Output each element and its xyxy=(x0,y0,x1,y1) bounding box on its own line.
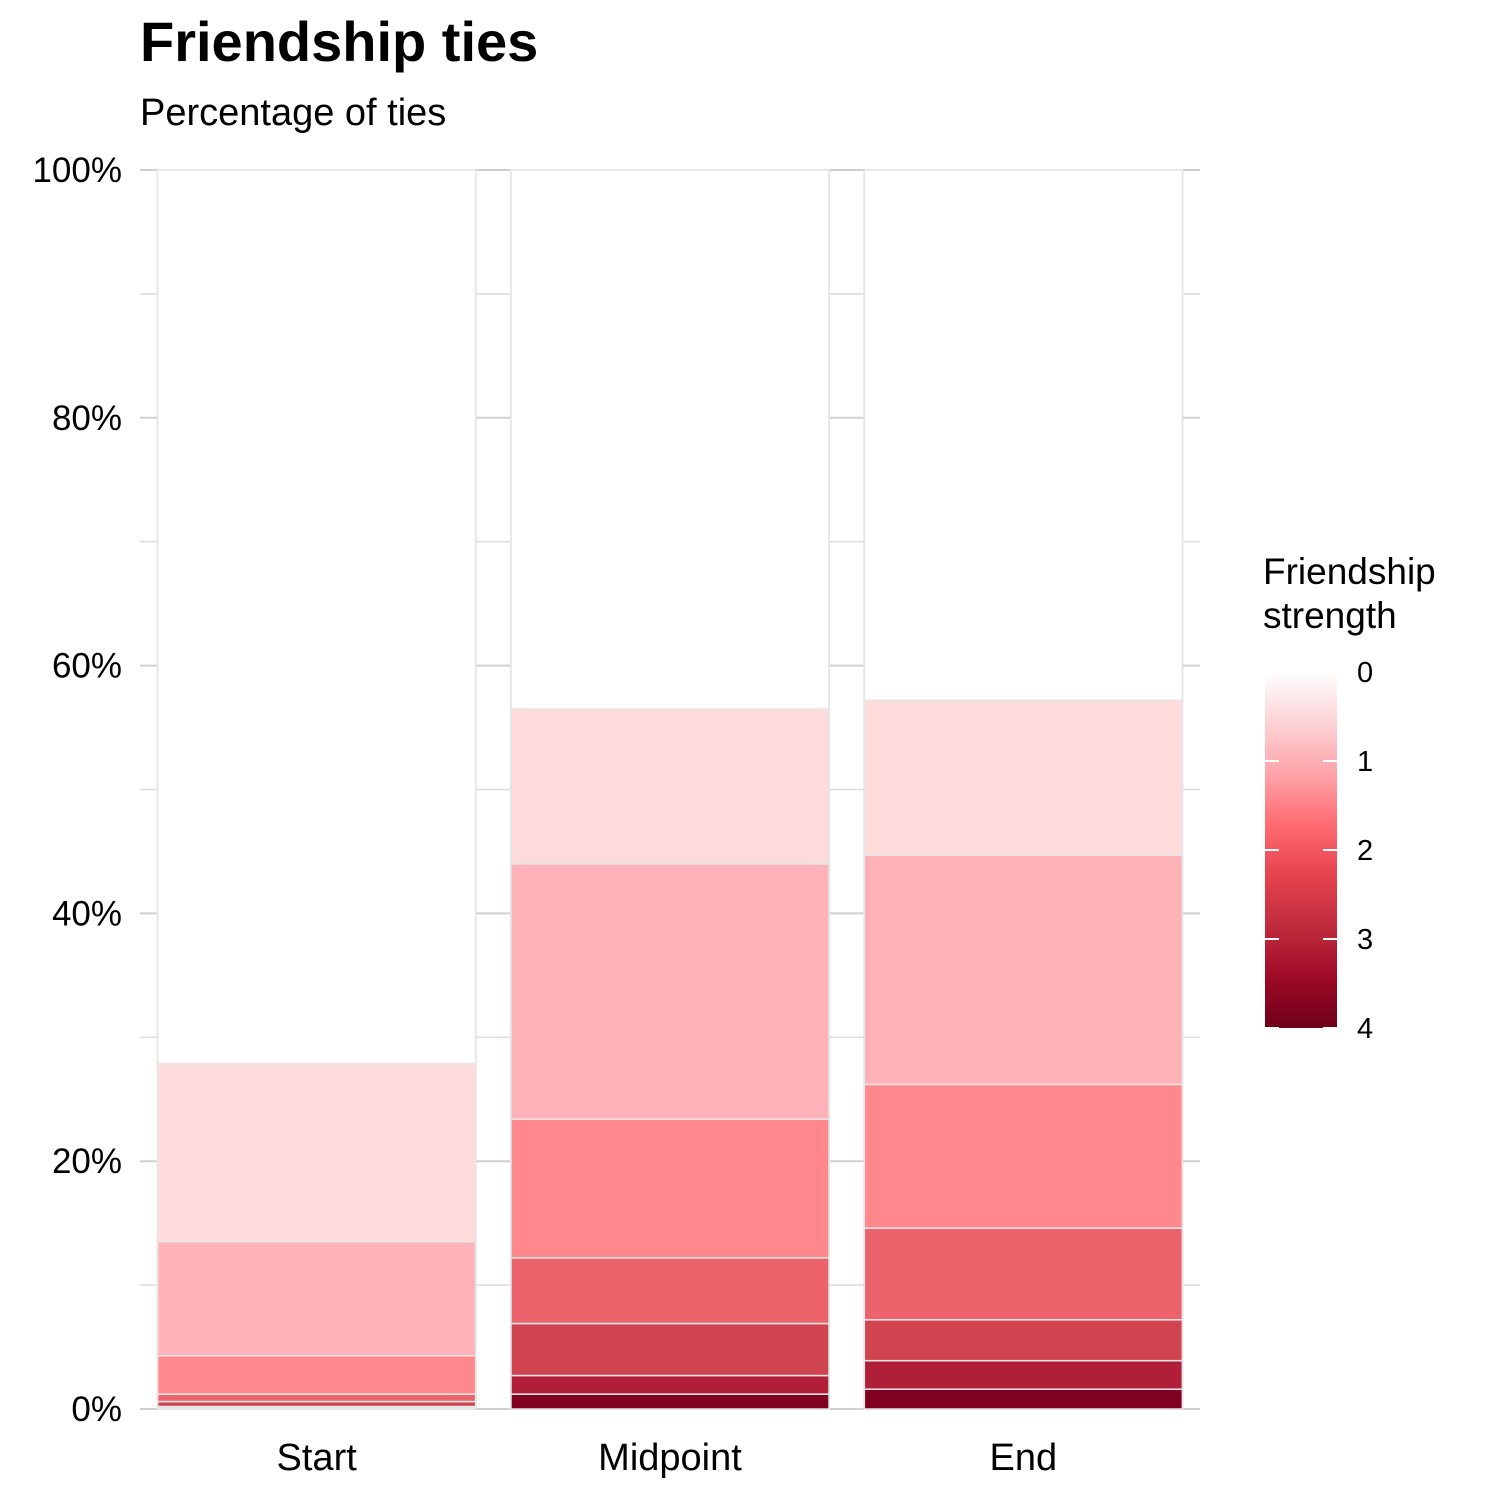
bar-segment xyxy=(510,863,830,1120)
bar-segment xyxy=(156,1393,477,1403)
x-tick-label: Start xyxy=(277,1437,358,1479)
bar-segment xyxy=(510,1374,830,1395)
y-tick-label: 60% xyxy=(52,647,122,686)
bar-segment xyxy=(510,169,830,710)
legend: Friendship strength 0 1 2 3 4 xyxy=(1263,551,1436,1045)
y-tick-label: 100% xyxy=(32,151,122,190)
chart-subtitle: Percentage of ties xyxy=(140,92,447,134)
legend-title-line1: Friendship xyxy=(1263,551,1436,592)
bar-segment xyxy=(510,1118,830,1259)
legend-title-line2: strength xyxy=(1263,595,1397,636)
legend-label: 4 xyxy=(1357,1013,1373,1045)
y-tick-label: 80% xyxy=(52,399,122,438)
bar-segment xyxy=(156,1354,477,1395)
x-tick-label: End xyxy=(990,1437,1058,1479)
y-tick-label: 20% xyxy=(52,1142,122,1181)
legend-label: 3 xyxy=(1357,924,1373,956)
x-tick-label: Midpoint xyxy=(598,1437,742,1479)
bar-segment xyxy=(863,1083,1184,1229)
bar-segment xyxy=(156,1062,477,1243)
bars xyxy=(156,169,1184,1410)
bar-segment xyxy=(863,1359,1184,1390)
bar-stack-midpoint xyxy=(510,169,830,1410)
chart-title: Friendship ties xyxy=(140,10,539,73)
bar-segment xyxy=(863,1319,1184,1362)
y-tick-label: 40% xyxy=(52,894,122,933)
legend-label: 0 xyxy=(1357,657,1373,689)
bar-segment xyxy=(863,854,1184,1086)
bar-segment xyxy=(863,1227,1184,1321)
bar-segment xyxy=(156,1240,477,1357)
bar-segment xyxy=(863,699,1184,856)
bar-segment xyxy=(863,169,1184,702)
bar-segment xyxy=(156,169,477,1065)
legend-label: 2 xyxy=(1357,835,1373,867)
bar-stack-end xyxy=(863,169,1184,1410)
legend-label: 1 xyxy=(1357,746,1373,778)
bar-segment xyxy=(510,1393,830,1410)
x-axis: Start Midpoint End xyxy=(277,1437,1058,1479)
y-axis: 0% 20% 40% 60% 80% 100% xyxy=(32,151,122,1429)
bar-segment xyxy=(510,708,830,865)
bar-segment xyxy=(510,1257,830,1325)
bar-stack-start xyxy=(156,169,477,1410)
y-tick-label: 0% xyxy=(71,1390,122,1429)
bar-segment xyxy=(863,1388,1184,1410)
bar-segment xyxy=(510,1322,830,1377)
